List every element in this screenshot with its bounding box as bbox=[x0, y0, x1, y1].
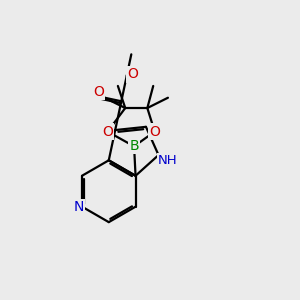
Text: B: B bbox=[129, 139, 139, 153]
Text: N: N bbox=[73, 200, 84, 214]
Text: O: O bbox=[127, 68, 138, 81]
Text: NH: NH bbox=[158, 154, 178, 167]
Text: O: O bbox=[149, 124, 160, 139]
Text: O: O bbox=[102, 124, 113, 139]
Text: O: O bbox=[93, 85, 104, 99]
